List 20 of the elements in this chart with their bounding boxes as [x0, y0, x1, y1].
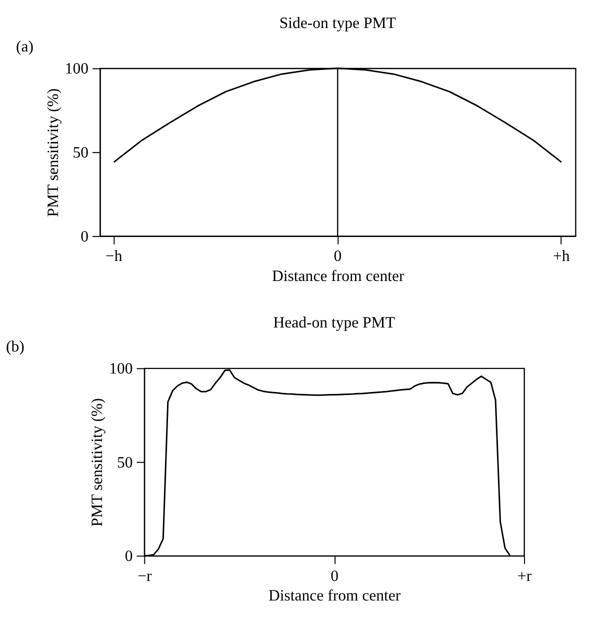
x-axis-title: Distance from center — [272, 268, 405, 285]
y-axis-title: PMT sensitivity (%) — [89, 398, 106, 527]
y-tick-label: 100 — [109, 360, 133, 378]
y-axis-title: PMT sensitivity (%) — [44, 88, 62, 217]
text: (b) — [6, 338, 24, 356]
y-tick-label: 100 — [64, 60, 89, 78]
y-tick-label: 0 — [124, 548, 133, 566]
y-tick-label: 50 — [117, 454, 133, 472]
x-axis-title: Distance from center — [268, 588, 402, 605]
x-tick-label: −r — [138, 568, 152, 585]
chart-title: Head-on type PMT — [273, 314, 396, 332]
x-tick-label: +r — [517, 568, 532, 585]
y-tick-label: 0 — [80, 228, 89, 246]
x-tick-label: +h — [553, 248, 570, 266]
x-tick-label: 0 — [334, 248, 342, 266]
y-tick-label: 50 — [72, 144, 89, 162]
text: (a) — [16, 38, 34, 56]
chart-title: Side-on type PMT — [279, 14, 396, 32]
x-tick-label: −h — [105, 248, 122, 266]
x-tick-label: 0 — [330, 568, 339, 585]
